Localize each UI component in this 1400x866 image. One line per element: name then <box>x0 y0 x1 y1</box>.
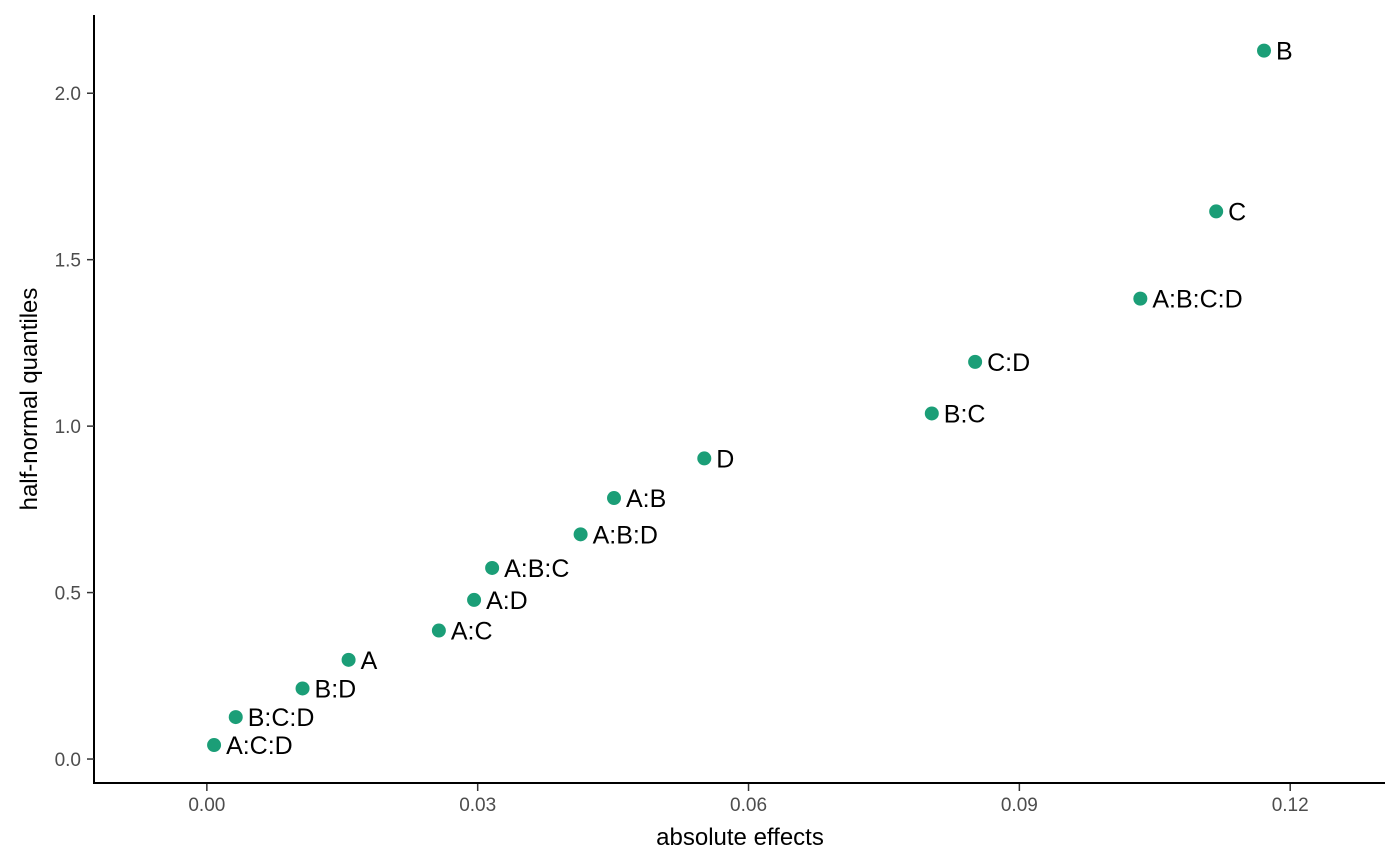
data-point-label: B:C:D <box>248 704 315 732</box>
x-tick-label: 0.00 <box>188 795 225 816</box>
data-point <box>1133 291 1148 306</box>
y-tick-label: 1.5 <box>55 251 81 272</box>
data-point-label: A:D <box>486 587 528 615</box>
data-point-label: C <box>1228 198 1246 226</box>
data-point-label: B:C <box>944 400 986 428</box>
data-point-label: B:D <box>315 675 357 703</box>
data-point-label: D <box>716 445 734 473</box>
data-point <box>697 451 712 466</box>
y-axis-ticks: 0.0 0.5 1.0 1.5 2.0 <box>55 84 94 771</box>
data-point <box>485 560 500 575</box>
data-point <box>968 354 983 369</box>
x-tick-label: 0.12 <box>1272 795 1309 816</box>
x-tick-label: 0.03 <box>459 795 496 816</box>
data-point <box>1209 204 1224 219</box>
data-point <box>1257 43 1272 58</box>
data-point <box>924 406 939 421</box>
y-tick-label: 0.5 <box>55 584 81 605</box>
x-tick-label: 0.06 <box>730 795 767 816</box>
data-point-label: C:D <box>987 349 1030 377</box>
data-point <box>431 623 446 638</box>
data-point <box>295 681 310 696</box>
x-axis-title: absolute effects <box>656 824 824 851</box>
y-tick-label: 2.0 <box>55 84 81 105</box>
data-point-label: B <box>1276 38 1293 66</box>
data-point-label: A <box>361 647 378 675</box>
data-point-label: A:C <box>451 618 493 646</box>
data-points: A:C:DB:C:DB:DA A:C A:D A:B:C A:B:D A:B D B:CC:D… <box>207 38 1293 760</box>
data-point-label: A:B:D <box>593 521 658 549</box>
y-tick-label: 0.0 <box>55 750 81 771</box>
y-tick-label: 1.0 <box>55 417 81 438</box>
data-point-label: A:B <box>626 485 666 513</box>
data-point-label: A:B:C:D <box>1152 286 1242 314</box>
data-point <box>228 710 243 725</box>
data-point <box>607 491 622 506</box>
data-point-label: A:B:C <box>504 555 569 583</box>
x-axis-ticks: 0.00 0.03 0.06 0.09 0.12 <box>188 784 1309 816</box>
data-point <box>341 652 356 667</box>
data-point <box>573 527 588 542</box>
y-axis-title: half-normal quantiles <box>16 288 43 511</box>
data-point-label: A:C:D <box>226 732 293 760</box>
x-tick-label: 0.09 <box>1001 795 1038 816</box>
data-point <box>207 738 222 753</box>
data-point <box>467 592 482 607</box>
